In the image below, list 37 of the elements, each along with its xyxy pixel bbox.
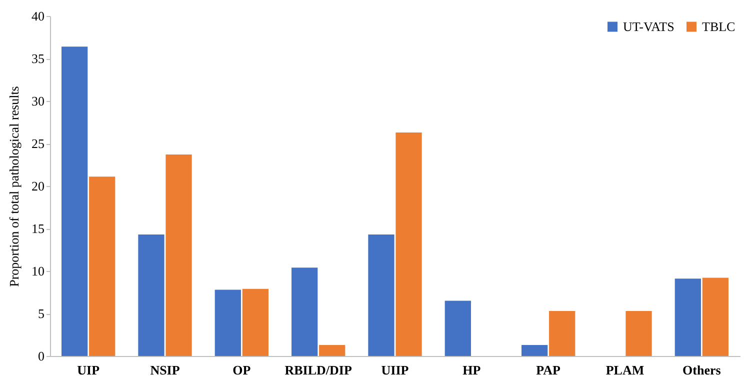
x-tick-label: PAP — [536, 362, 561, 378]
x-tick-label: UIIP — [381, 362, 409, 378]
bar — [674, 278, 701, 356]
x-tick-label: NSIP — [150, 362, 180, 378]
y-tick-label: 15 — [32, 221, 44, 236]
bar — [319, 344, 346, 356]
y-tick-label: 20 — [32, 178, 44, 194]
bar — [292, 268, 318, 356]
x-tick-label: HP — [462, 362, 481, 378]
bar — [138, 234, 164, 356]
legend-label: UT-VATS — [623, 18, 674, 34]
y-tick-label: 40 — [32, 8, 44, 24]
bar — [368, 234, 394, 356]
y-tick-label: 35 — [32, 51, 44, 66]
x-tick-label: OP — [232, 362, 251, 378]
x-tick-label: PLAM — [606, 362, 644, 378]
bar — [242, 288, 268, 356]
bar — [444, 300, 471, 356]
y-tick-label: 30 — [32, 94, 44, 108]
bar — [702, 278, 728, 356]
bar — [626, 310, 652, 356]
y-tick-label: 0 — [38, 348, 44, 364]
legend-label: TBLC — [702, 18, 736, 34]
y-tick-label: 10 — [32, 264, 44, 278]
bar — [89, 176, 116, 356]
bar — [214, 290, 241, 356]
x-tick-label: Others — [682, 362, 721, 378]
x-tick-label: UIP — [77, 362, 100, 378]
bar — [396, 132, 422, 356]
y-tick-label: 5 — [38, 306, 44, 321]
bar — [522, 344, 548, 356]
y-tick-label: 25 — [32, 136, 44, 151]
bar — [166, 154, 192, 356]
bar — [549, 310, 576, 356]
y-axis-title: Proportion of total pathological results — [6, 86, 22, 287]
x-tick-label: RBILD/DIP — [284, 362, 352, 378]
bar — [62, 46, 88, 356]
